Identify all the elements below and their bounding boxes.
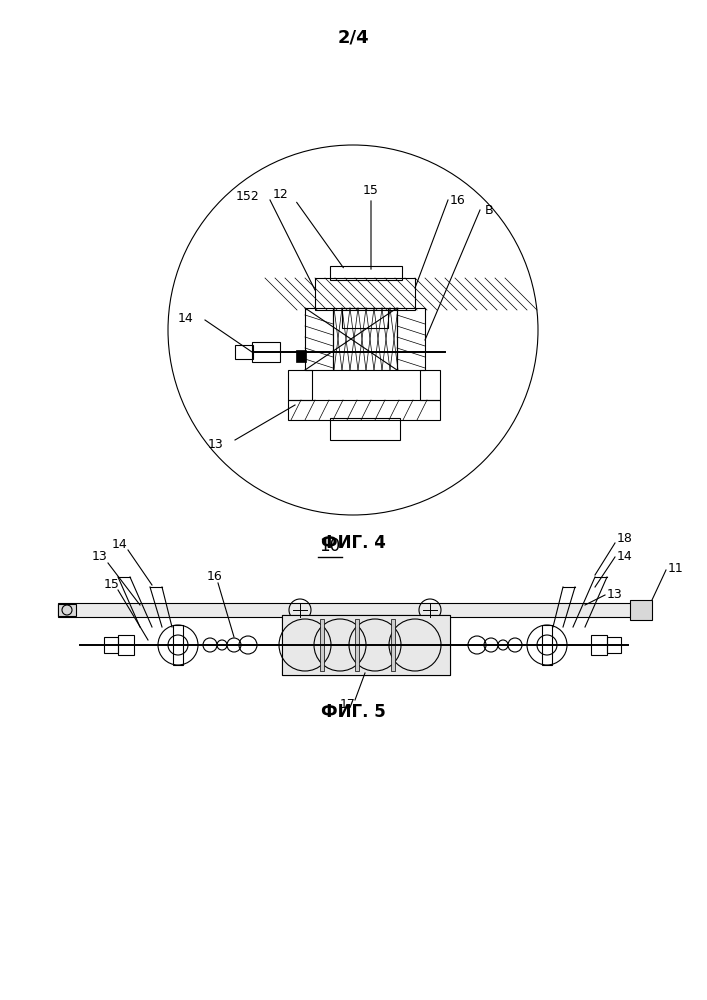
Text: 14: 14 xyxy=(177,312,193,324)
Text: 12: 12 xyxy=(272,188,288,200)
Bar xyxy=(104,637,118,653)
Text: 13: 13 xyxy=(92,550,108,564)
Text: 13: 13 xyxy=(207,438,223,450)
Bar xyxy=(422,617,438,652)
Bar xyxy=(330,418,400,440)
Bar xyxy=(292,617,308,652)
Text: 2/4: 2/4 xyxy=(337,28,369,46)
Bar xyxy=(591,635,607,655)
Bar xyxy=(58,604,76,616)
Bar xyxy=(252,342,280,362)
Text: 10: 10 xyxy=(320,537,341,555)
Bar xyxy=(542,625,552,665)
Bar xyxy=(355,619,359,671)
Bar xyxy=(342,308,388,328)
Bar xyxy=(58,603,650,617)
Bar xyxy=(282,615,450,675)
Bar xyxy=(420,370,440,400)
Bar xyxy=(391,619,395,671)
Bar xyxy=(288,400,440,420)
Bar xyxy=(320,619,324,671)
Text: 14: 14 xyxy=(112,538,128,552)
Text: 152: 152 xyxy=(235,190,259,202)
Bar xyxy=(330,266,402,280)
Bar xyxy=(288,370,312,400)
Bar xyxy=(333,308,397,370)
Text: B: B xyxy=(485,204,493,217)
Text: 18: 18 xyxy=(617,532,633,546)
Bar xyxy=(397,308,425,370)
Bar xyxy=(173,625,183,665)
Bar xyxy=(315,278,415,310)
Bar xyxy=(305,308,333,370)
Text: ФИГ. 4: ФИГ. 4 xyxy=(320,534,385,552)
Text: 15: 15 xyxy=(104,578,120,591)
Text: 16: 16 xyxy=(450,194,466,207)
Text: 14: 14 xyxy=(617,550,633,564)
Bar xyxy=(118,635,134,655)
Bar xyxy=(630,600,652,620)
Bar xyxy=(296,350,306,362)
Text: 16: 16 xyxy=(207,570,223,584)
Bar xyxy=(607,637,621,653)
Text: ФИГ. 5: ФИГ. 5 xyxy=(321,703,385,721)
Text: 11: 11 xyxy=(668,562,684,574)
Text: 13: 13 xyxy=(607,588,623,601)
Text: 15: 15 xyxy=(363,184,379,196)
Text: 17: 17 xyxy=(340,698,356,712)
Bar xyxy=(282,615,450,675)
Bar xyxy=(235,345,253,359)
